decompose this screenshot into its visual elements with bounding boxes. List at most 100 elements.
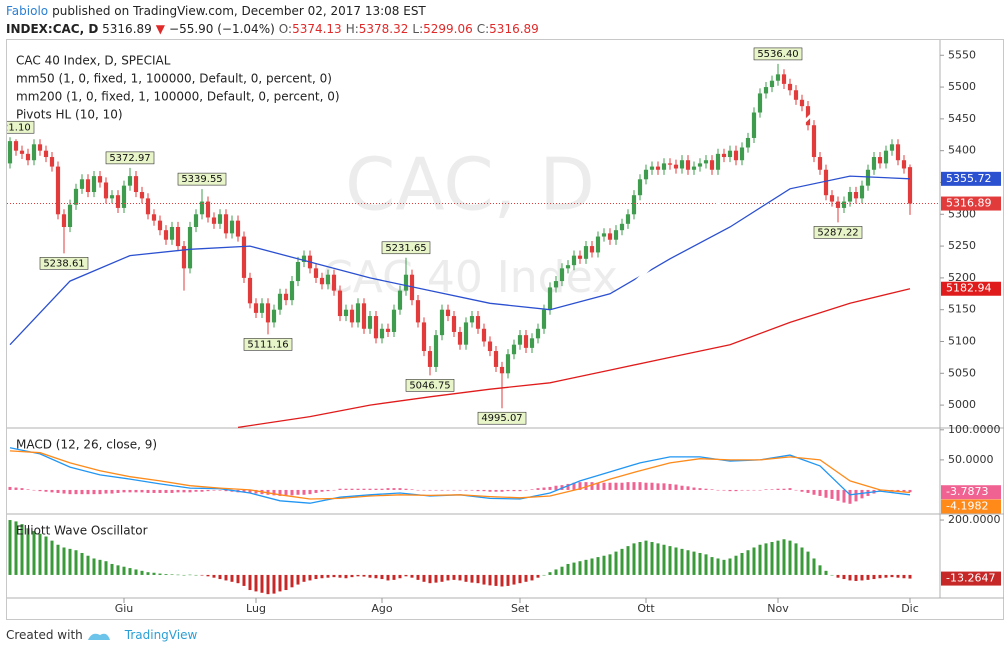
axis-value-label: -4.1982 bbox=[946, 499, 988, 512]
oscillator-bar bbox=[806, 551, 810, 575]
candle-body bbox=[211, 217, 217, 224]
macd-histogram-bar bbox=[752, 489, 756, 491]
oscillator-bar bbox=[512, 574, 516, 585]
oscillator-bar bbox=[236, 574, 240, 584]
axis-value-label: 5355.72 bbox=[946, 172, 992, 185]
oscillator-bar bbox=[14, 521, 18, 575]
macd-histogram-bar bbox=[530, 489, 534, 490]
oscillator-bar bbox=[812, 558, 816, 575]
candle-body bbox=[61, 214, 67, 228]
candle-body bbox=[691, 166, 697, 170]
candle-body bbox=[901, 160, 907, 169]
pane-legend: Elliott Wave Oscillator bbox=[16, 524, 148, 538]
oscillator-bar bbox=[38, 533, 42, 575]
macd-histogram-bar bbox=[128, 489, 132, 493]
pivot-label: 5238.61 bbox=[43, 258, 84, 269]
candle-body bbox=[871, 157, 877, 170]
oscillator-bar bbox=[254, 574, 258, 592]
oscillator-bar bbox=[344, 574, 348, 579]
oscillator-bar bbox=[830, 574, 834, 576]
y-tick-label: 5550 bbox=[948, 48, 976, 61]
oscillator-bar bbox=[434, 574, 438, 583]
oscillator-bar bbox=[752, 547, 756, 575]
macd-histogram-bar bbox=[470, 489, 474, 491]
y-tick-label: 5050 bbox=[948, 366, 976, 379]
macd-histogram-bar bbox=[290, 489, 294, 496]
macd-histogram-bar bbox=[824, 489, 828, 498]
macd-histogram-bar bbox=[224, 489, 228, 492]
candle-body bbox=[325, 274, 331, 285]
macd-histogram-bar bbox=[392, 488, 396, 490]
oscillator-bar bbox=[380, 574, 384, 580]
candle-body bbox=[313, 268, 319, 278]
oscillator-bar bbox=[140, 570, 144, 575]
oscillator-bar bbox=[452, 574, 456, 580]
axis-value-tag bbox=[941, 281, 1001, 296]
oscillator-bar bbox=[542, 574, 546, 576]
oscillator-bar bbox=[350, 574, 354, 578]
oscillator-bar bbox=[356, 574, 360, 577]
macd-histogram-bar bbox=[38, 489, 42, 492]
x-tick-label: Dic bbox=[901, 602, 919, 615]
macd-histogram-bar bbox=[908, 489, 912, 493]
candle-body bbox=[55, 166, 61, 215]
candle-body bbox=[301, 255, 307, 262]
oscillator-bar bbox=[758, 544, 762, 575]
oscillator-bar bbox=[560, 566, 564, 575]
oscillator-bar bbox=[824, 570, 828, 575]
oscillator-bar bbox=[650, 542, 654, 575]
candle-body bbox=[649, 166, 655, 170]
candle-body bbox=[25, 153, 31, 161]
candle-body bbox=[7, 141, 13, 164]
candle-body bbox=[373, 316, 379, 339]
author-link[interactable]: Fabiolo bbox=[6, 4, 49, 18]
axis-value-tag bbox=[941, 171, 1001, 186]
oscillator-bar bbox=[374, 574, 378, 579]
candle-body bbox=[865, 169, 871, 186]
pivot-label-box bbox=[753, 47, 803, 61]
macd-histogram-bar bbox=[548, 486, 552, 490]
open-value: 5374.13 bbox=[292, 22, 342, 36]
oscillator-bar bbox=[104, 561, 108, 575]
oscillator-bar bbox=[872, 574, 876, 580]
macd-histogram-bar bbox=[32, 489, 36, 491]
macd-histogram-bar bbox=[188, 489, 192, 493]
y-tick-label: 100.0000 bbox=[948, 423, 1001, 436]
candle-body bbox=[565, 265, 571, 269]
macd-histogram-bar bbox=[704, 488, 708, 490]
plot-layer: Giu Lug Ago Set Ott Nov Dic 5000 5050 5100 5150 520… bbox=[7, 47, 1001, 615]
macd-histogram-bar bbox=[758, 489, 762, 491]
macd-histogram-bar bbox=[800, 489, 804, 492]
header-line: INDEX:CAC, D 5316.89 ▼ −55.90 (−1.04%) O:53… bbox=[6, 20, 543, 38]
oscillator-bar bbox=[194, 574, 198, 576]
pane-legend: CAC 40 Index, D, SPECIAL bbox=[16, 54, 171, 68]
brand-link[interactable]: TradingView bbox=[124, 628, 198, 642]
candle-body bbox=[835, 201, 841, 208]
candle-body bbox=[481, 328, 487, 342]
candle-body bbox=[877, 157, 883, 164]
macd-histogram-bar bbox=[830, 489, 834, 499]
macd-histogram-bar bbox=[356, 488, 360, 490]
candle-body bbox=[133, 176, 139, 193]
candle-body bbox=[319, 277, 325, 285]
macd-histogram-bar bbox=[728, 489, 732, 492]
candle-body bbox=[73, 188, 79, 205]
oscillator-bar bbox=[764, 543, 768, 575]
macd-histogram-bar bbox=[80, 489, 84, 495]
macd-histogram-bar bbox=[434, 489, 438, 491]
candle-body bbox=[883, 150, 889, 164]
oscillator-bar bbox=[278, 574, 282, 592]
candle-body bbox=[853, 192, 859, 199]
pane-plot: CAC, D CAC 40 Index 5421.10 5238.61 5372.97 5… bbox=[7, 47, 940, 428]
oscillator-bar bbox=[860, 574, 864, 581]
axis-value-label: 5182.94 bbox=[946, 282, 992, 295]
oscillator-bar bbox=[488, 574, 492, 586]
candle-body bbox=[19, 150, 25, 154]
macd-histogram-bar bbox=[776, 488, 780, 490]
macd-histogram-bar bbox=[650, 482, 654, 490]
candle-body bbox=[703, 160, 709, 164]
macd-histogram-bar bbox=[176, 489, 180, 493]
macd-histogram-bar bbox=[428, 489, 432, 491]
oscillator-bar bbox=[362, 574, 366, 577]
oscillator-bar bbox=[320, 574, 324, 579]
